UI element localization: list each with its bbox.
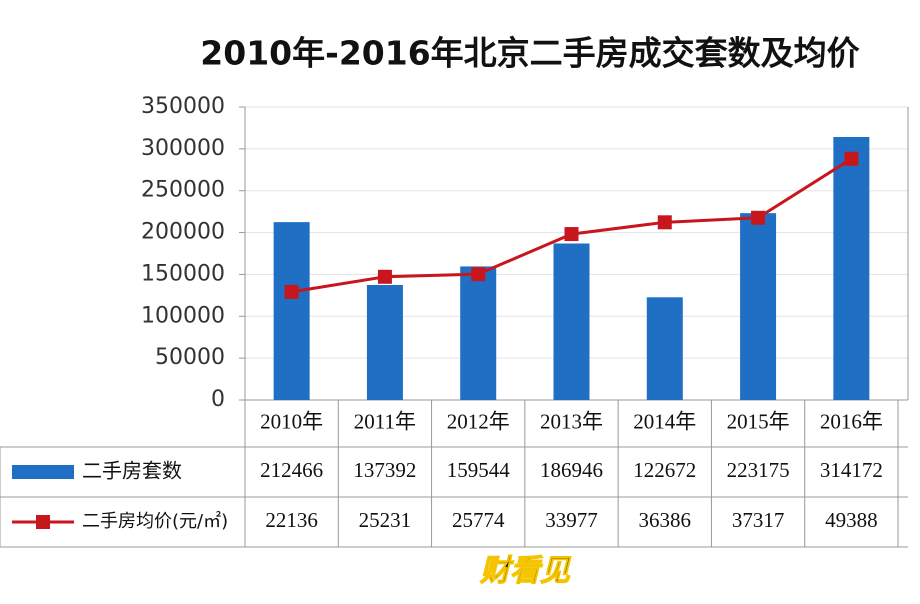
x-tick-label: 2012年 xyxy=(447,409,510,433)
table-value: 25231 xyxy=(359,508,412,532)
bar xyxy=(366,284,403,400)
legend-label: 二手房均价(元/㎡) xyxy=(82,510,228,532)
x-tick-label: 2011年 xyxy=(354,409,416,433)
table-value: 49388 xyxy=(825,508,878,532)
y-tick-label: 200000 xyxy=(141,220,225,245)
y-tick-label: 0 xyxy=(211,387,225,412)
line-marker xyxy=(844,151,859,166)
x-tick-label: 2010年 xyxy=(260,409,323,433)
table-value: 25774 xyxy=(452,508,505,532)
bar xyxy=(646,297,683,400)
legend-key xyxy=(36,515,50,529)
y-tick-label: 350000 xyxy=(141,94,225,119)
table-value: 37317 xyxy=(732,508,785,532)
table-value: 122672 xyxy=(633,458,696,482)
x-tick-label: 2015年 xyxy=(727,409,790,433)
table-value: 22136 xyxy=(265,508,318,532)
y-tick-label: 300000 xyxy=(141,136,225,161)
line-marker xyxy=(377,269,392,284)
line-marker xyxy=(751,210,766,225)
x-tick-label: 2013年 xyxy=(540,409,603,433)
bar xyxy=(553,243,590,400)
table-value: 137392 xyxy=(353,458,416,482)
y-tick-label: 250000 xyxy=(141,178,225,203)
x-tick-label: 2014年 xyxy=(633,409,696,433)
table-value: 33977 xyxy=(545,508,598,532)
line-marker xyxy=(284,284,299,299)
bar xyxy=(740,213,777,400)
chart-title: 2010年-2016年北京二手房成交套数及均价 xyxy=(200,34,859,73)
table-value: 186946 xyxy=(540,458,603,482)
legend-label: 二手房套数 xyxy=(82,459,182,483)
y-tick-label: 150000 xyxy=(141,261,225,286)
line-marker xyxy=(564,227,579,242)
y-tick-label: 100000 xyxy=(141,303,225,328)
table-value: 212466 xyxy=(260,458,323,482)
bar xyxy=(460,266,497,400)
x-tick-label: 2016年 xyxy=(820,409,883,433)
line-marker xyxy=(471,267,486,282)
y-tick-label: 50000 xyxy=(155,345,225,370)
bar xyxy=(833,136,870,400)
table-value: 36386 xyxy=(639,508,692,532)
bar xyxy=(273,222,310,400)
table-value: 223175 xyxy=(727,458,790,482)
table-value: 159544 xyxy=(447,458,511,482)
line-marker xyxy=(657,215,672,230)
logo: 财看见 xyxy=(479,554,572,589)
table-value: 314172 xyxy=(820,458,883,482)
legend-key xyxy=(12,465,74,479)
